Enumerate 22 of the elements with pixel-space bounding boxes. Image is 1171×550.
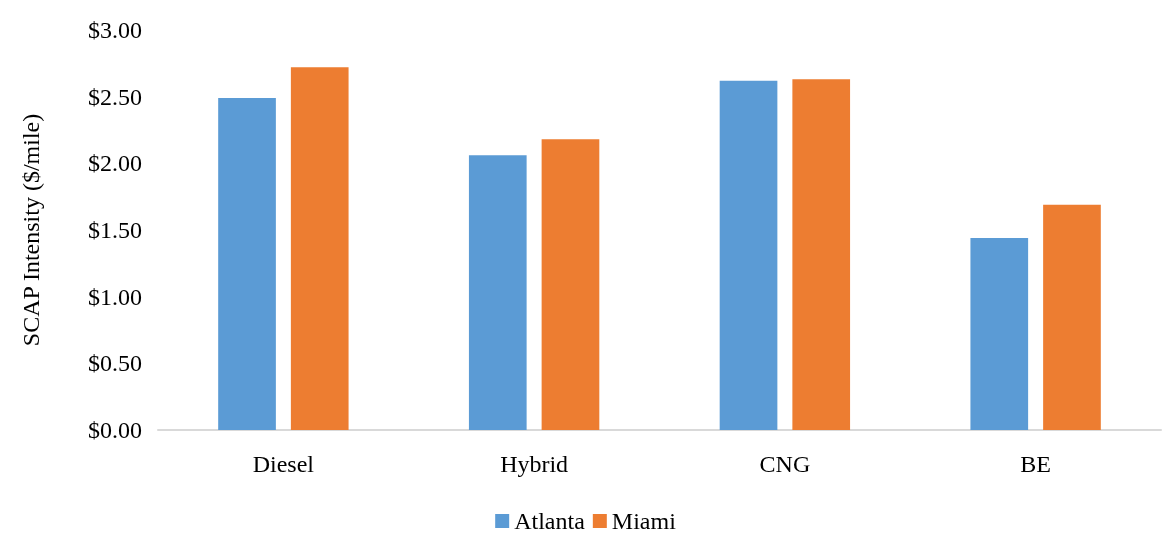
y-tick-label: $2.00 (88, 150, 142, 177)
y-tick-label: $0.00 (88, 417, 142, 443)
legend-label: Miami (611, 508, 677, 534)
x-tick-label: Diesel (252, 451, 315, 477)
x-tick-label: BE (1020, 451, 1051, 477)
bar (468, 155, 527, 430)
bar (218, 98, 276, 430)
bar (970, 238, 1029, 430)
y-tick-label: $3.00 (88, 17, 142, 43)
y-tick-label: $2.50 (88, 83, 142, 110)
y-tick-label: $1.50 (88, 217, 142, 243)
bar (1043, 204, 1101, 430)
bar (541, 139, 600, 430)
x-tick-label: Hybrid (500, 451, 569, 477)
legend-label: Atlanta (514, 508, 586, 534)
y-tick-label: $0.50 (88, 350, 142, 377)
bar (290, 67, 349, 430)
bar (719, 80, 778, 430)
y-axis-title: SCAP Intensity ($/mile) (18, 113, 44, 347)
bar (792, 79, 851, 430)
x-tick-label: CNG (759, 451, 811, 477)
y-tick-label: $1.00 (88, 283, 142, 310)
